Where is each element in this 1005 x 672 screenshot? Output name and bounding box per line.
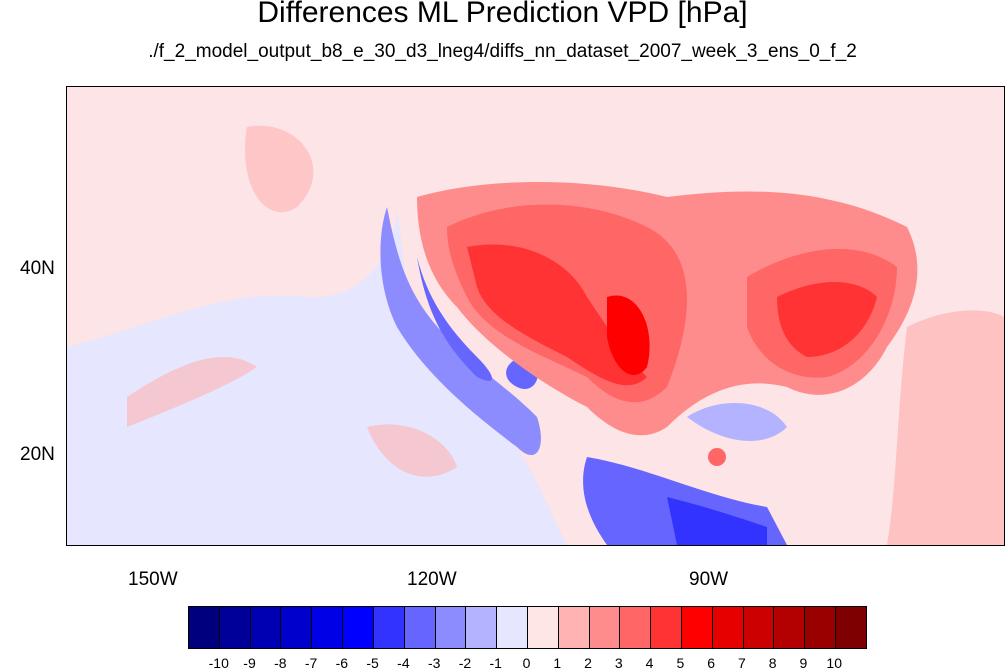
colorbar-cell [712,607,744,648]
colorbar-tick-label: -4 [397,655,410,671]
colorbar-tick-label: 0 [522,655,531,671]
chart-subtitle: ./f_2_model_output_b8_e_30_d3_lneg4/diff… [148,41,857,62]
lon-label-120w: 120W [407,569,457,590]
lat-label-40n: 40N [20,258,55,279]
colorbar-cell [250,607,282,648]
colorbar-cell [743,607,775,648]
colorbar-tick-label: 9 [799,655,808,671]
colorbar-cell [682,607,713,648]
colorbar-tick-label: -3 [427,655,441,671]
colorbar-cell [620,607,652,648]
colorbar-tick-label: -10 [208,655,229,671]
colorbar-tick-label: -2 [458,655,472,671]
chart-title: Differences ML Prediction VPD [hPa] [257,0,748,29]
colorbar-cell [219,607,251,648]
colorbar-cell [373,607,405,648]
colorbar-cell [466,607,498,648]
colorbar-cell [651,607,682,648]
lon-label-90w: 90W [689,569,729,590]
colorbar-tick-label: 4 [645,655,654,671]
lon-label-150w: 150W [128,569,178,590]
colorbar-cell [343,607,374,648]
vpd-difference-map [66,86,1005,546]
colorbar-tick-label: 8 [768,655,777,671]
colorbar-cell [497,607,528,648]
colorbar-tick-label: 5 [676,655,685,671]
lat-label-20n: 20N [20,444,55,465]
colorbar-tick-label: 7 [738,655,746,671]
colorbar-tick-label: -1 [489,655,502,671]
colorbar-cell [589,607,621,648]
colorbar-tick-label: -8 [274,655,287,671]
colorbar-tick-label: 3 [614,655,623,671]
colorbar-tick-label: -6 [335,655,349,671]
colorbar-tick-label: 6 [707,655,716,671]
colorbar-cell [312,607,344,648]
colorbar-cell [281,607,313,648]
colorbar-cell [836,607,866,648]
colorbar-cell [435,607,467,648]
colorbar-tick-label: -7 [304,655,318,671]
colorbar-tick-label: -9 [243,655,256,671]
colorbar-tick-label: 1 [553,655,562,671]
colorbar-cell [189,607,220,648]
colorbar-cell [527,607,559,648]
colorbar-cell [805,607,837,648]
colorbar-cell [404,607,436,648]
colorbar-tick-label: 10 [826,655,843,671]
colorbar-cell [558,607,590,648]
colorbar [188,606,867,649]
colorbar-tick-label: 2 [584,655,592,671]
colorbar-tick-label: -5 [366,655,379,671]
colorbar-cell [774,607,806,648]
